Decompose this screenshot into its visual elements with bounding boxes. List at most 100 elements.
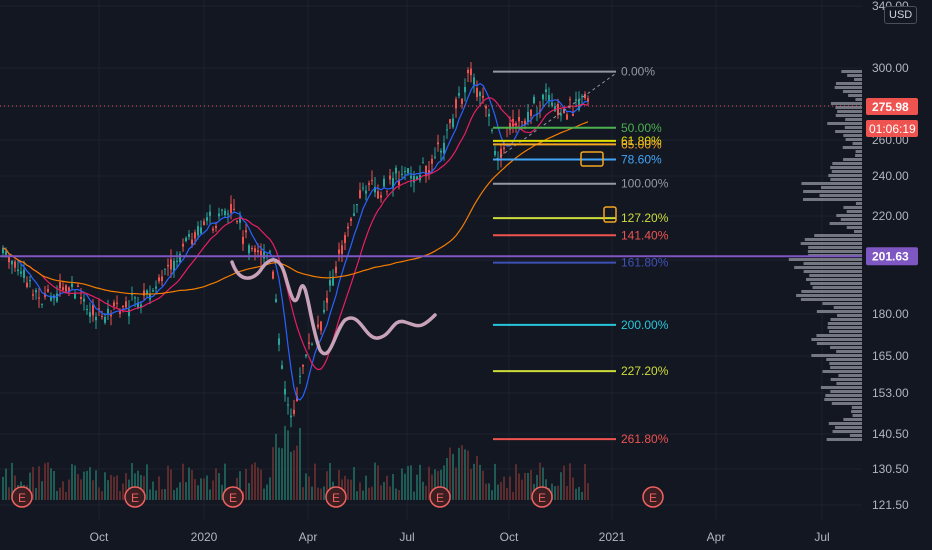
candle-body	[218, 213, 220, 217]
volume-bar	[50, 468, 52, 500]
candle-body	[245, 230, 247, 233]
x-tick-label: Oct	[500, 530, 519, 544]
volume-profile-bar	[811, 338, 862, 341]
volume-profile-bar	[830, 390, 862, 393]
volume-bar	[455, 467, 457, 500]
volume-profile-bar	[852, 414, 862, 417]
volume-bar	[269, 477, 271, 500]
volume-bar	[557, 485, 559, 500]
candle-body	[377, 191, 379, 199]
candle-body	[212, 228, 214, 231]
volume-bar	[176, 487, 178, 500]
candle-body	[569, 99, 571, 101]
volume-bar	[524, 472, 526, 500]
currency-badge[interactable]: USD	[884, 6, 918, 24]
volume-bar	[569, 463, 571, 500]
freehand-path	[230, 258, 437, 356]
volume-bar	[104, 472, 106, 500]
earnings-marker	[642, 486, 664, 508]
volume-bar	[83, 471, 85, 500]
volume-bar	[281, 448, 283, 500]
volume-profile-bar	[830, 178, 862, 181]
volume-profile-bar	[841, 70, 862, 73]
volume-bar	[515, 464, 517, 500]
candle-body	[260, 250, 262, 258]
volume-profile-bar	[806, 278, 862, 281]
volume-profile-bar	[847, 74, 862, 77]
candle-body	[209, 211, 211, 216]
fib-level-label: 200.00%	[621, 318, 669, 332]
volume-bar	[92, 480, 94, 500]
candle-body	[449, 119, 451, 124]
volume-profile-bar	[826, 358, 862, 361]
volume-bar	[284, 425, 286, 500]
horizontal-level[interactable]	[0, 105, 862, 258]
fib-trend-line	[494, 73, 616, 161]
volume-bar	[350, 479, 352, 500]
candle-body	[125, 301, 127, 308]
freehand-drawing[interactable]	[230, 258, 437, 356]
candle-body	[479, 92, 481, 97]
volume-profile-bar	[855, 202, 862, 205]
volume-profile-bar	[852, 142, 862, 145]
volume-bar	[287, 430, 289, 500]
volume-bar	[347, 479, 349, 500]
volume-bar	[575, 488, 577, 500]
candle-body	[362, 187, 364, 189]
candles	[2, 62, 589, 428]
volume-bar	[374, 462, 376, 500]
volume-profile-bar	[833, 306, 862, 309]
volume-profile-bar	[854, 78, 862, 81]
volume-profile-bar	[801, 290, 862, 293]
volume-bar	[218, 473, 220, 500]
volume-profile-bar	[821, 186, 862, 189]
candle-body	[239, 217, 241, 223]
volume-profile-bar	[811, 354, 862, 357]
volume-bar	[107, 480, 109, 500]
volume-profile-bar	[816, 310, 862, 313]
candle-body	[38, 297, 40, 299]
candle-body	[452, 118, 454, 128]
candle-body	[206, 217, 208, 221]
volume-bar	[191, 469, 193, 500]
candle-body	[29, 280, 31, 282]
volume-bar	[389, 486, 391, 500]
fibonacci-extension[interactable]: 0.00% 50.00%61.80%65.00%78.60% 100.00% 127.…	[493, 65, 669, 446]
candle-body	[281, 365, 283, 369]
volume-bar	[425, 485, 427, 500]
candle-body	[311, 343, 313, 345]
candle-body	[62, 287, 64, 290]
volume-bar	[428, 466, 430, 500]
volume-bar	[551, 483, 553, 500]
candle-body	[527, 111, 529, 122]
y-tick-label: 300.00	[872, 61, 909, 75]
volume-bar	[71, 464, 73, 500]
candle-body	[530, 109, 532, 117]
volume-profile-bar	[809, 274, 862, 277]
candle-body	[14, 261, 16, 268]
volume-profile-bar	[844, 126, 862, 129]
volume-bar	[419, 464, 421, 500]
volume-bar	[530, 469, 532, 500]
candle-body	[119, 310, 121, 314]
earnings-label: E	[332, 491, 340, 505]
candle-body	[182, 243, 184, 247]
candle-body	[368, 183, 370, 185]
volume-bar	[137, 470, 139, 500]
volume-bar	[536, 474, 538, 500]
candle-body	[557, 103, 559, 116]
volume-profile-bar	[808, 246, 862, 249]
volume-bar	[200, 478, 202, 500]
volume-bar	[41, 481, 43, 500]
volume-profile-bar	[846, 226, 862, 229]
volume-profile-bar	[800, 242, 862, 245]
candle-body	[473, 77, 475, 86]
candle-body	[194, 232, 196, 239]
volume-bar	[293, 450, 295, 500]
candle-body	[545, 89, 547, 93]
candle-body	[80, 297, 82, 299]
volume-bar	[497, 484, 499, 500]
candle-body	[32, 294, 34, 296]
